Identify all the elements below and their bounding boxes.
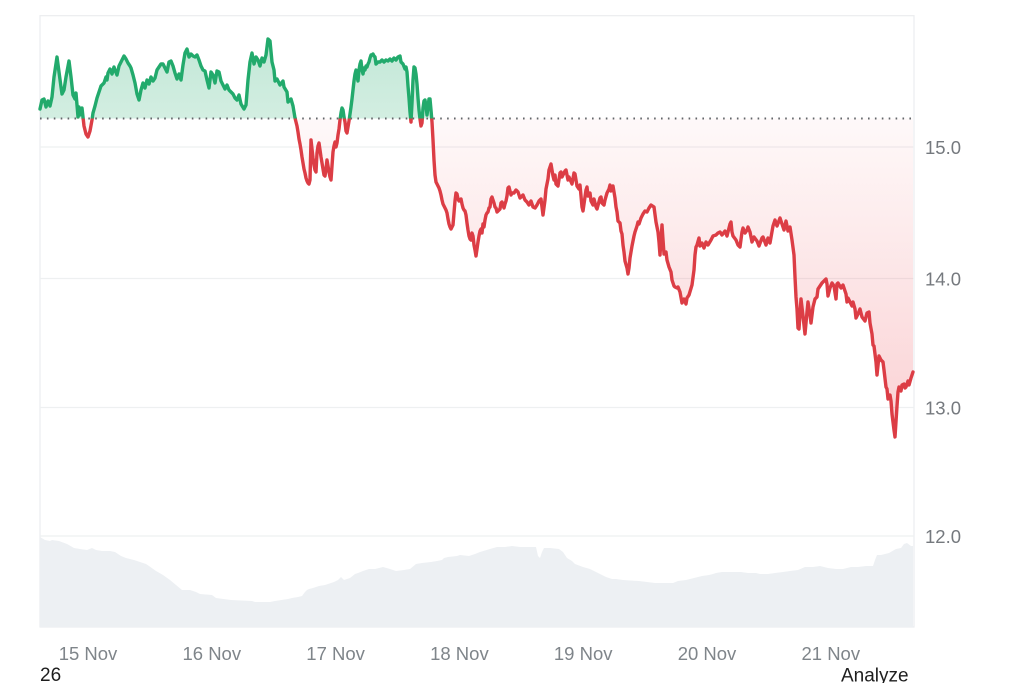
svg-text:14.0: 14.0 <box>925 269 961 290</box>
svg-text:16 Nov: 16 Nov <box>182 643 241 664</box>
svg-text:20 Nov: 20 Nov <box>678 643 737 664</box>
svg-text:21 Nov: 21 Nov <box>801 643 860 664</box>
svg-text:18 Nov: 18 Nov <box>430 643 489 664</box>
svg-text:17 Nov: 17 Nov <box>306 643 365 664</box>
svg-text:19 Nov: 19 Nov <box>554 643 613 664</box>
svg-text:15 Nov: 15 Nov <box>59 643 118 664</box>
svg-text:15.0: 15.0 <box>925 137 961 158</box>
svg-text:12.0: 12.0 <box>925 526 961 547</box>
svg-text:Analyze: Analyze <box>841 666 909 683</box>
svg-text:26: 26 <box>40 665 61 683</box>
svg-text:13.0: 13.0 <box>925 398 961 419</box>
